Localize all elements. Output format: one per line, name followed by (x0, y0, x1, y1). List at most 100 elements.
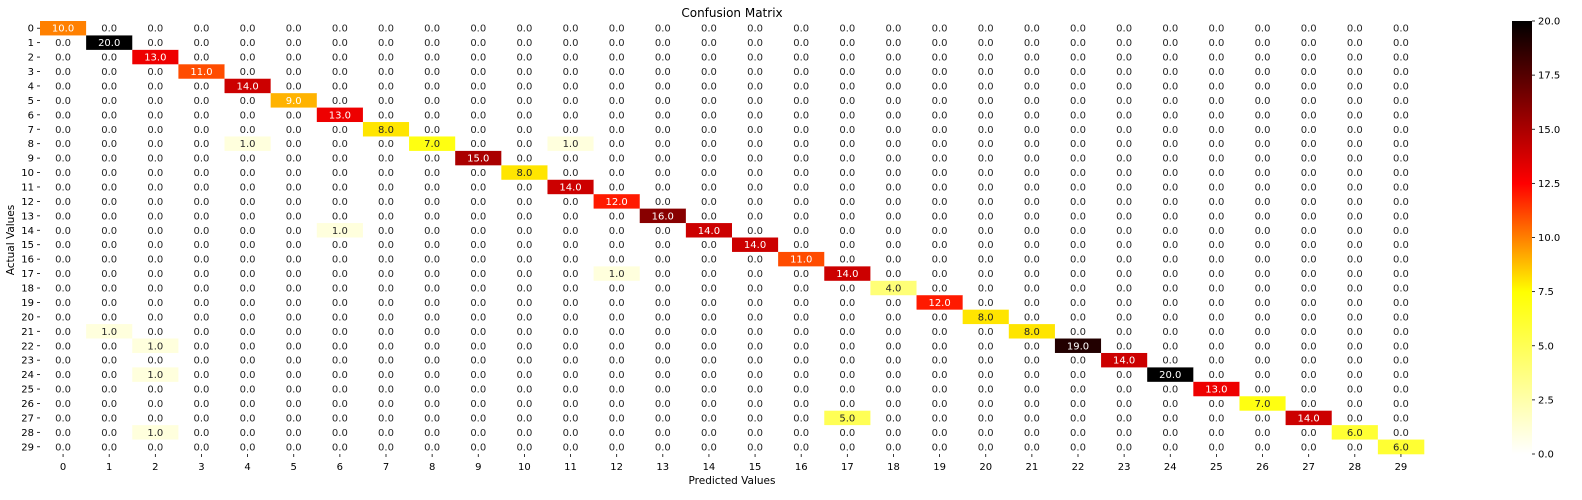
y-tick-label-5: 5 (28, 96, 34, 107)
cell-label-18-23: 0.0 (1116, 284, 1132, 295)
cell-label-0-1: 0.0 (101, 24, 117, 35)
x-tick-label-3: 3 (198, 462, 204, 473)
cell-label-18-15: 0.0 (747, 284, 763, 295)
heatmap-cell-0-3 (178, 21, 225, 36)
heatmap-cell-29-15 (732, 439, 779, 455)
heatmap-cell-22-19 (916, 338, 963, 354)
cell-label-9-17: 0.0 (839, 154, 855, 165)
heatmap-cell-9-5 (270, 150, 318, 166)
cell-label-15-28: 0.0 (1347, 240, 1363, 251)
cell-label-11-15: 0.0 (747, 182, 763, 193)
cell-label-18-27: 0.0 (1301, 284, 1317, 295)
cell-label-28-18: 0.0 (886, 428, 902, 439)
heatmap-cell-18-10 (501, 280, 548, 296)
heatmap-cell-8-0 (40, 136, 87, 152)
cell-label-8-10: 0.0 (516, 139, 532, 150)
cell-label-18-26: 0.0 (1255, 284, 1271, 295)
cell-label-7-16: 0.0 (793, 125, 809, 136)
cell-label-26-13: 0.0 (655, 399, 671, 410)
cell-label-14-4: 0.0 (240, 226, 256, 237)
heatmap-cell-18-8 (409, 280, 456, 296)
heatmap-cell-18-20 (962, 280, 1010, 296)
cell-label-0-9: 0.0 (470, 24, 486, 35)
heatmap-cell-17-22 (1054, 266, 1102, 282)
heatmap-cell-0-19 (916, 21, 963, 36)
cell-label-23-24: 0.0 (1162, 356, 1178, 367)
cell-label-5-7: 0.0 (378, 96, 394, 107)
heatmap-cell-27-20 (962, 410, 1010, 426)
cell-label-15-27: 0.0 (1301, 240, 1317, 251)
cell-label-23-17: 0.0 (839, 356, 855, 367)
cell-label-19-26: 0.0 (1255, 298, 1271, 309)
cell-label-6-19: 0.0 (932, 110, 948, 121)
cell-label-22-6: 0.0 (332, 341, 348, 352)
cell-label-18-28: 0.0 (1347, 284, 1363, 295)
cell-label-11-25: 0.0 (1208, 182, 1224, 193)
cell-label-16-27: 0.0 (1301, 255, 1317, 266)
heatmap-cell-4-9 (455, 78, 502, 94)
cell-label-2-4: 0.0 (240, 53, 256, 64)
cell-label-28-28: 6.0 (1347, 428, 1363, 439)
cell-label-9-19: 0.0 (932, 154, 948, 165)
cell-label-15-22: 0.0 (1070, 240, 1086, 251)
heatmap-cell-21-8 (409, 324, 456, 339)
cell-label-6-24: 0.0 (1162, 110, 1178, 121)
heatmap-cell-0-12 (593, 21, 641, 36)
heatmap-cell-4-29 (1377, 78, 1425, 94)
cell-label-27-27: 14.0 (1298, 413, 1320, 424)
cell-label-8-26: 0.0 (1255, 139, 1271, 150)
cell-label-5-17: 0.0 (839, 96, 855, 107)
cell-label-26-16: 0.0 (793, 399, 809, 410)
cell-label-6-29: 0.0 (1393, 110, 1409, 121)
heatmap-cell-11-7 (362, 179, 410, 195)
cell-label-24-27: 0.0 (1301, 370, 1317, 381)
heatmap-cell-22-8 (409, 338, 456, 354)
heatmap-cell-16-7 (362, 251, 410, 267)
cell-label-12-8: 0.0 (424, 197, 440, 208)
cell-label-13-16: 0.0 (793, 211, 809, 222)
heatmap-cell-20-26 (1239, 309, 1286, 325)
heatmap-cell-19-29 (1377, 295, 1425, 310)
heatmap-cell-14-28 (1331, 223, 1379, 238)
cell-label-8-0: 0.0 (55, 139, 71, 150)
heatmap-cell-7-29 (1377, 122, 1425, 137)
heatmap-cell-0-16 (778, 21, 825, 36)
cell-label-24-8: 0.0 (424, 370, 440, 381)
cell-label-1-5: 0.0 (286, 38, 302, 49)
heatmap-cell-5-5 (270, 93, 318, 108)
heatmap-cell-16-20 (962, 251, 1010, 267)
cell-label-28-10: 0.0 (516, 428, 532, 439)
heatmap-cell-10-22 (1054, 165, 1102, 181)
cell-label-19-8: 0.0 (424, 298, 440, 309)
heatmap-cell-25-22 (1054, 381, 1102, 397)
heatmap-cell-20-14 (685, 309, 733, 325)
heatmap-cell-25-28 (1331, 381, 1379, 397)
heatmap-cell-9-29 (1377, 150, 1425, 166)
cell-label-16-28: 0.0 (1347, 255, 1363, 266)
heatmap-cell-10-2 (132, 165, 179, 181)
cell-label-3-20: 0.0 (978, 67, 994, 78)
cell-label-14-26: 0.0 (1255, 226, 1271, 237)
heatmap-cell-5-4 (224, 93, 271, 108)
cell-label-12-9: 0.0 (470, 197, 486, 208)
heatmap-cell-28-23 (1101, 425, 1148, 440)
y-tick-label-8: 8 (28, 139, 34, 150)
heatmap-cell-12-14 (685, 194, 733, 209)
cell-label-7-26: 0.0 (1255, 125, 1271, 136)
cell-label-1-16: 0.0 (793, 38, 809, 49)
y-tick-label-11: 11 (21, 182, 34, 193)
cell-label-11-12: 0.0 (609, 182, 625, 193)
heatmap-cell-16-23 (1101, 251, 1148, 267)
cell-label-10-29: 0.0 (1393, 168, 1409, 179)
cell-label-20-8: 0.0 (424, 312, 440, 323)
cell-label-27-10: 0.0 (516, 413, 532, 424)
heatmap-cell-26-13 (639, 396, 687, 411)
heatmap-cell-13-12 (593, 208, 641, 224)
heatmap-cell-10-18 (870, 165, 917, 181)
heatmap-cell-20-12 (593, 309, 641, 325)
heatmap-cell-26-8 (409, 396, 456, 411)
heatmap-cell-10-0 (40, 165, 87, 181)
heatmap-cell-21-16 (778, 324, 825, 339)
cell-label-23-12: 0.0 (609, 356, 625, 367)
heatmap-cell-19-12 (593, 295, 641, 310)
